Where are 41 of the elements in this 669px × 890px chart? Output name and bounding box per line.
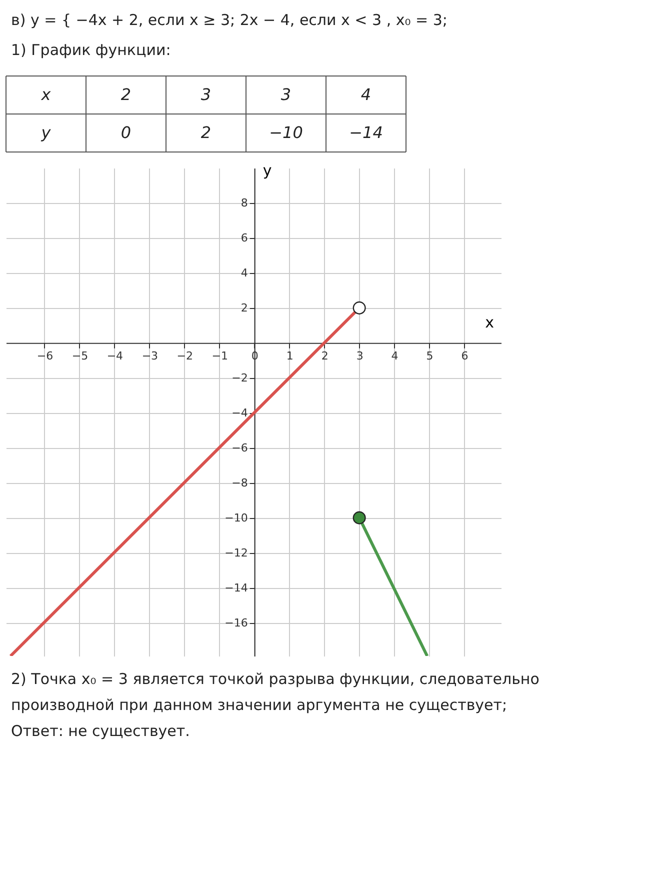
text: 2 xyxy=(120,85,132,104)
y-tick-label: −8 xyxy=(232,476,248,490)
x-tick-label: 2 xyxy=(321,349,328,362)
x-tick-label: 1 xyxy=(286,349,294,362)
text: Ответ: не существует. xyxy=(11,722,190,740)
y-tick-label: −4 xyxy=(232,406,248,420)
y-tick-label: 4 xyxy=(240,266,248,280)
y-axis-title: y xyxy=(262,162,272,180)
y-tick-label: −10 xyxy=(224,511,248,524)
y-tick-label: 8 xyxy=(240,196,248,210)
text: производной при данном значении аргумента не существует; xyxy=(11,696,508,714)
text: x xyxy=(40,85,52,104)
chart-subtitle: 1) График функции: xyxy=(11,41,171,59)
y-tick-label: 2 xyxy=(240,301,248,314)
y-tick-label: −6 xyxy=(232,441,248,454)
x-tick-label: −4 xyxy=(106,349,124,362)
y-tick-label: 6 xyxy=(240,231,248,244)
text: y xyxy=(40,123,52,142)
chart-title: в) y = { −4x + 2, если x ≥ 3; 2x − 4, если x < 3 , x₀ = 3; xyxy=(11,11,448,29)
y-tick-label: −16 xyxy=(224,616,248,630)
text: 3 xyxy=(280,85,292,104)
y-tick-label: −14 xyxy=(224,581,248,594)
x-tick-label: −5 xyxy=(72,349,88,362)
x-tick-label: 6 xyxy=(461,349,468,362)
text: 3 xyxy=(200,85,212,104)
x-tick-label: −1 xyxy=(212,349,228,362)
text: 4 xyxy=(360,85,372,104)
y-tick-label: −12 xyxy=(224,546,248,560)
text: −10 xyxy=(269,123,303,142)
text: −14 xyxy=(349,123,383,142)
x-tick-label: 3 xyxy=(356,349,364,362)
y-tick-label: −2 xyxy=(232,371,248,384)
x-tick-label: 4 xyxy=(391,349,398,362)
x-axis-title: x xyxy=(485,313,494,332)
x-tick-label: −6 xyxy=(36,349,54,362)
x-tick-label: −3 xyxy=(142,349,158,362)
x-tick-label: 5 xyxy=(426,349,434,362)
text: 2 xyxy=(200,123,212,142)
text: 0 xyxy=(120,123,132,142)
x-tick-label: −2 xyxy=(176,349,194,362)
text: 2) Точка x₀ = 3 является точкой разрыва функции, следовательно xyxy=(11,670,540,688)
